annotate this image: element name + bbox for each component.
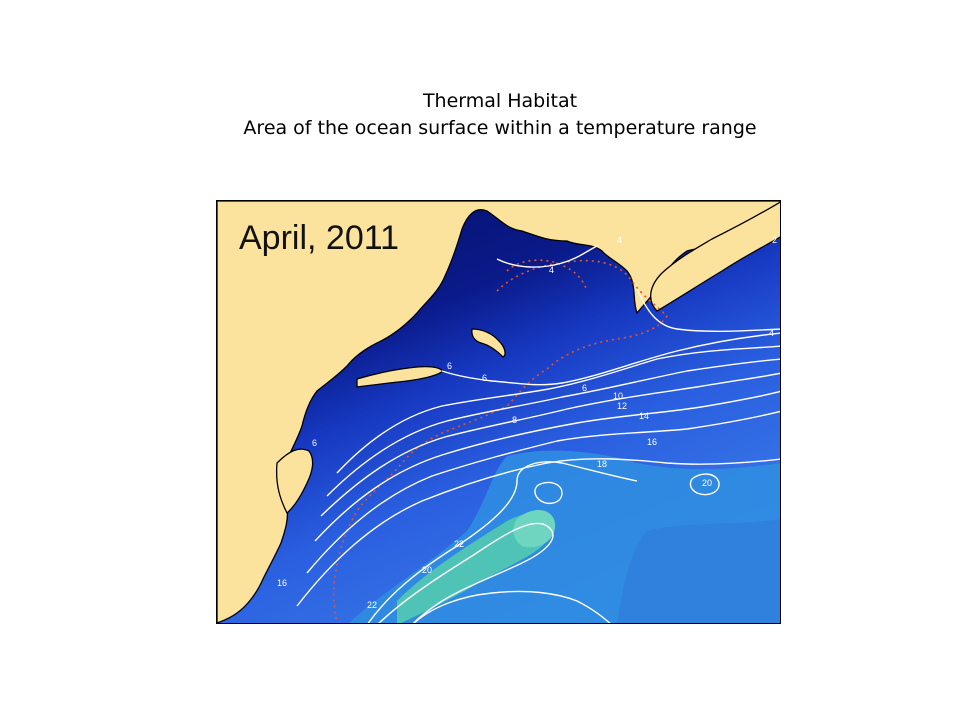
isotherm-12: [320, 372, 780, 517]
isotherm-label: 20: [422, 565, 432, 575]
warm-water-core: [397, 512, 553, 623]
isotherm-label: 22: [454, 539, 464, 549]
isotherm-label: 14: [639, 411, 649, 421]
isotherm-label: 6: [312, 438, 317, 448]
thermal-habitat-boundary-north: [506, 259, 588, 292]
land-nova-scotia: [650, 201, 780, 312]
isotherm-label: 4: [769, 328, 774, 338]
isotherm-label: 4: [549, 265, 554, 275]
isotherm-20: [367, 461, 638, 623]
slide-subtitle: Area of the ocean surface within a tempe…: [243, 117, 757, 139]
isotherm-label: 4: [617, 235, 622, 245]
isotherm-6: [441, 332, 780, 386]
map-date-label: April, 2011: [239, 219, 399, 257]
isotherm-label: 8: [512, 415, 517, 425]
isotherm-lines: [296, 245, 780, 623]
isotherm-20-ring: [689, 473, 720, 496]
isotherm-label: 6: [447, 361, 452, 371]
isotherm-label: 16: [647, 437, 657, 447]
isotherm-label: 10: [613, 391, 623, 401]
isotherm-14: [314, 390, 780, 542]
land-cape-cod: [471, 328, 506, 358]
isotherm-label: 18: [597, 459, 607, 469]
warm-water-patch-east: [617, 519, 780, 623]
isotherm-10: [326, 358, 780, 497]
isotherm-8: [336, 345, 780, 474]
isotherm-22: [378, 522, 554, 623]
isotherm-label: 6: [482, 373, 487, 383]
slide-title: Thermal Habitat Area of the ocean surfac…: [0, 88, 960, 142]
isotherm-label: 2: [772, 235, 777, 245]
slide-title-line1: Thermal Habitat: [422, 90, 578, 112]
land-delmarva: [275, 448, 314, 515]
isotherm-labels: 2 4 4 4 6 6 6 6 8 10 12 14 16 16 18 20 2…: [277, 235, 777, 610]
warm-water-patch: [513, 510, 556, 548]
isotherm-18: [296, 458, 780, 607]
isotherm-22-ring: [534, 481, 563, 505]
sst-map-canvas: 2 4 4 4 6 6 6 6 8 10 12 14 16 16 18 20 2…: [217, 201, 780, 623]
isotherm-4-east: [636, 288, 780, 332]
sst-map: 2 4 4 4 6 6 6 6 8 10 12 14 16 16 18 20 2…: [216, 200, 781, 624]
isotherm-label: 16: [277, 578, 287, 588]
isotherm-label: 6: [582, 383, 587, 393]
isotherm-4: [496, 245, 598, 268]
isotherm-label: 12: [617, 401, 627, 411]
thermal-habitat-boundary: [332, 259, 669, 623]
isotherm-16: [306, 410, 780, 574]
isotherm-label: 20: [702, 478, 712, 488]
isotherm-label: 22: [367, 600, 377, 610]
isotherm-20-south: [413, 590, 611, 623]
